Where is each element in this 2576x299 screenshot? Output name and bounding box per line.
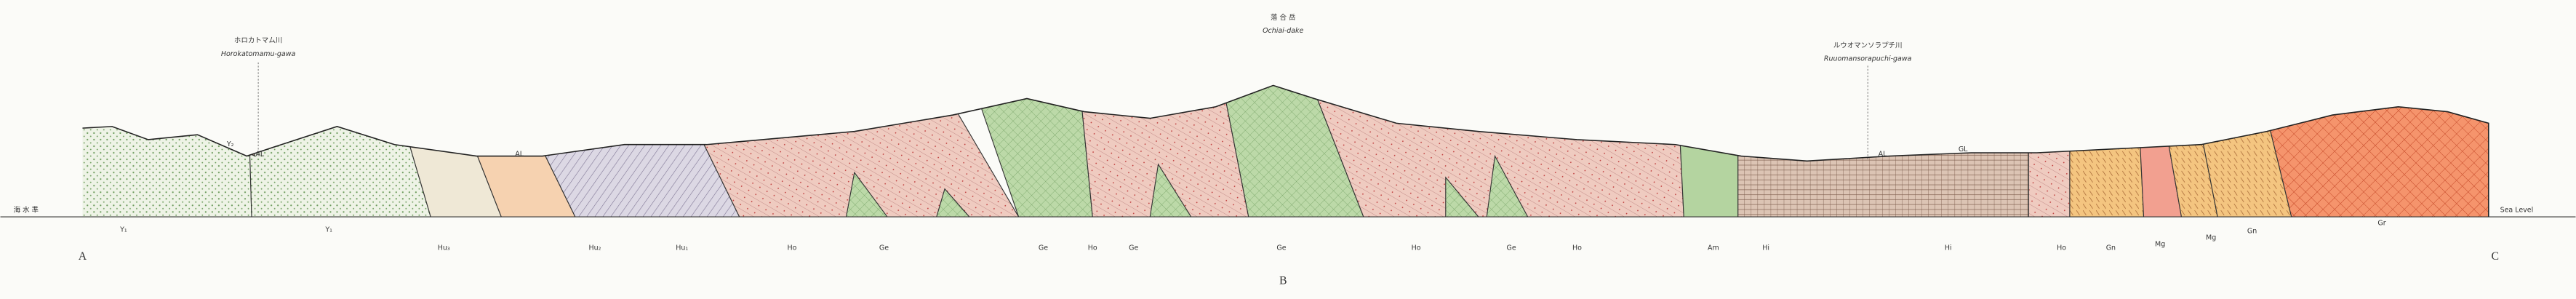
peak-name: 落 合 岳 <box>1271 13 1295 22</box>
peak-name: Ochiai-dake <box>1263 27 1303 35</box>
unit-label: Hu₂ <box>589 244 601 252</box>
river-name: Horokatomamu-gawa <box>221 50 296 58</box>
unit-label: Am <box>1708 244 1719 252</box>
unit-label: Gn <box>2106 244 2116 252</box>
unit-label: Gn <box>2247 228 2257 236</box>
unit-label: Ge <box>1039 244 1048 252</box>
surface-label: Y₂ <box>226 140 234 148</box>
ground-surface <box>82 84 2489 218</box>
section-point: A <box>79 250 87 263</box>
unit-label: Hu₃ <box>438 244 450 252</box>
unit-label: Hi <box>1762 244 1769 252</box>
unit-label: Ge <box>1276 244 1286 252</box>
unit-labels: Y₁ Y₁ Hu₃ Hu₂ Hu₁ Ho Ge Ge Ho Ge Ge Ho Ge Ho Am Hi Hi Ho G… <box>119 219 2386 252</box>
surface-label: AL <box>1879 151 1887 159</box>
section-point: B <box>1279 275 1287 287</box>
surface-label: AL <box>515 151 524 159</box>
unit-label: Ge <box>1129 244 1138 252</box>
sea-level-label: Sea Level <box>2500 206 2534 214</box>
unit-label: Ho <box>1088 244 1097 252</box>
unit-label: Ge <box>1507 244 1516 252</box>
unit-label: Ge <box>879 244 889 252</box>
river-name: ルウオマンソラプチ川 <box>1833 41 1903 49</box>
unit-label: Y₁ <box>324 226 332 234</box>
surface-label: GL <box>1959 145 1968 154</box>
unit-label: Ho <box>788 244 797 252</box>
unit-label: Mg <box>2206 234 2216 242</box>
river-name: ホロカトマム川 <box>234 37 282 45</box>
section-point: C <box>2492 250 2500 263</box>
unit-label: Hi <box>1945 244 1952 252</box>
sea-level-label: 海 水 準 <box>14 205 39 214</box>
unit-label: Gr <box>2377 219 2385 227</box>
unit-label: Ho <box>1572 244 1582 252</box>
unit-label: Hu₁ <box>676 244 688 252</box>
unit-label: Ho <box>2057 244 2066 252</box>
unit-label: Y₁ <box>119 226 127 234</box>
unit-label: Ho <box>1412 244 1421 252</box>
unit-label: Mg <box>2155 241 2165 249</box>
surface-label: AL <box>255 151 264 159</box>
strata <box>82 85 2489 218</box>
river-name: Ruuomansorapuchi-gawa <box>1824 55 1912 63</box>
